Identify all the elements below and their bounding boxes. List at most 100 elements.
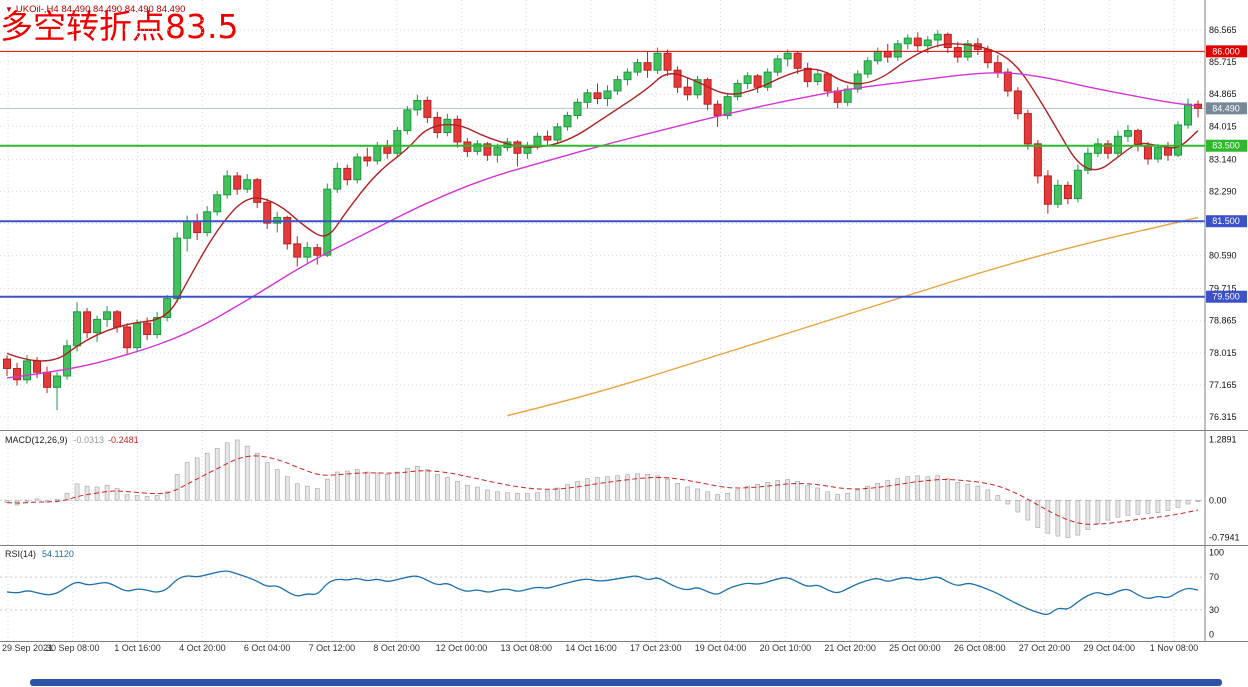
macd-histogram-bar xyxy=(184,462,190,501)
candle-body xyxy=(693,79,702,96)
macd-histogram-bar xyxy=(925,476,931,501)
macd-histogram-bar xyxy=(875,483,881,501)
price-axis[interactable]: 86.56585.71584.86584.01583.14082.29081.4… xyxy=(1206,25,1247,639)
chart-annotation-text[interactable]: 多空转折点83.5 xyxy=(0,7,239,46)
rsi-pane xyxy=(0,570,1205,616)
bottom-scrollbar[interactable] xyxy=(30,679,1222,686)
macd-histogram-bar xyxy=(1105,499,1111,521)
macd-histogram-bar xyxy=(354,469,360,501)
candle-body xyxy=(93,318,102,334)
macd-histogram-bar xyxy=(975,485,981,501)
macd-histogram-bar xyxy=(124,494,130,501)
macd-histogram-bar xyxy=(395,471,400,501)
macd-histogram-bar xyxy=(765,482,770,501)
time-label: 26 Oct 08:00 xyxy=(954,643,1006,653)
candle-body xyxy=(73,311,82,347)
price-tick-label: 78.015 xyxy=(1209,348,1237,358)
macd-histogram-bar xyxy=(244,445,250,501)
candle-body xyxy=(1163,147,1172,156)
macd-histogram-bar xyxy=(565,484,570,501)
time-label: 17 Oct 23:00 xyxy=(630,643,682,653)
time-label: 25 Oct 00:00 xyxy=(889,643,941,653)
macd-signal-line xyxy=(6,455,1199,525)
macd-signal-value: -0.2481 xyxy=(108,435,139,445)
candle-body xyxy=(1123,130,1132,137)
candle-body xyxy=(913,37,922,47)
macd-histogram-bar xyxy=(575,481,580,501)
macd-histogram-bar xyxy=(745,485,750,501)
candle-body xyxy=(303,247,312,258)
macd-histogram-bar xyxy=(1015,499,1021,513)
macd-histogram-bar xyxy=(74,483,80,501)
candle-body xyxy=(793,52,802,69)
rsi-value: 54.1120 xyxy=(42,549,74,559)
candle-body xyxy=(1173,124,1182,156)
candle-body xyxy=(953,47,962,58)
macd-histogram-bar xyxy=(375,472,380,501)
candle-body xyxy=(343,167,352,181)
macd-histogram-bar xyxy=(104,484,110,501)
grid-layer xyxy=(0,0,1205,641)
candle-body xyxy=(1093,143,1102,154)
candle-body xyxy=(1063,184,1072,200)
macd-histogram-bar xyxy=(905,476,911,501)
price-tick-label: 79.715 xyxy=(1209,284,1237,294)
candle-body xyxy=(753,75,762,88)
candle-body xyxy=(23,360,32,381)
candle-body xyxy=(413,99,422,111)
macd-histogram-bar xyxy=(1145,499,1151,514)
macd-histogram-bar xyxy=(655,475,660,501)
macd-histogram-bar xyxy=(665,478,670,501)
candle-body xyxy=(493,147,502,156)
candle-body xyxy=(543,135,552,141)
macd-histogram-bar xyxy=(214,448,220,501)
candle-body xyxy=(673,69,682,88)
candle-body xyxy=(903,37,912,45)
macd-histogram-bar xyxy=(1195,499,1201,502)
macd-histogram-bar xyxy=(24,499,30,502)
candle-body xyxy=(873,50,882,62)
macd-histogram-bar xyxy=(445,477,450,501)
macd-histogram-bar xyxy=(1075,499,1081,536)
candle-body xyxy=(743,75,752,84)
candle-body xyxy=(153,316,162,335)
macd-histogram-bar xyxy=(625,474,630,501)
macd-histogram-bar xyxy=(1165,499,1171,511)
candle-body xyxy=(1033,143,1042,177)
candle-body xyxy=(723,96,732,117)
candle-body xyxy=(1183,103,1192,126)
candle-body xyxy=(923,39,932,47)
price-tick-label: 80.590 xyxy=(1209,251,1237,261)
candle-body xyxy=(53,375,62,388)
price-level-label: 83.500 xyxy=(1212,141,1240,151)
price-level-label-bg xyxy=(1206,215,1247,228)
macd-histogram-bar xyxy=(234,439,240,501)
macd-histogram-bar xyxy=(555,487,560,501)
candle-body xyxy=(443,118,452,134)
macd-histogram-bar xyxy=(965,483,971,501)
rsi-axis-label: 30 xyxy=(1209,605,1219,615)
candle-body xyxy=(763,71,772,88)
candle-body xyxy=(233,175,242,190)
macd-histogram-bar xyxy=(715,494,720,501)
time-label: 19 Oct 04:00 xyxy=(695,643,747,653)
candle-body xyxy=(623,71,632,81)
macd-axis-label: -0.7941 xyxy=(1209,533,1240,543)
symbol-dropdown-icon[interactable]: ▼ xyxy=(5,5,13,14)
macd-histogram-bar xyxy=(314,488,320,501)
time-label: 21 Oct 20:00 xyxy=(824,643,876,653)
candle-body xyxy=(423,99,432,118)
macd-histogram-bar xyxy=(465,484,470,501)
price-tick-label: 76.315 xyxy=(1209,412,1237,422)
candle-body xyxy=(1153,147,1162,160)
macd-histogram-bar xyxy=(525,493,530,501)
macd-histogram-bar xyxy=(1155,499,1161,513)
macd-histogram-bar xyxy=(385,474,390,501)
macd-histogram-bar xyxy=(915,475,921,501)
macd-histogram-bar xyxy=(64,492,70,501)
macd-histogram-bar xyxy=(675,483,680,501)
macd-histogram-bar xyxy=(605,476,610,501)
macd-histogram-bar xyxy=(955,482,961,501)
